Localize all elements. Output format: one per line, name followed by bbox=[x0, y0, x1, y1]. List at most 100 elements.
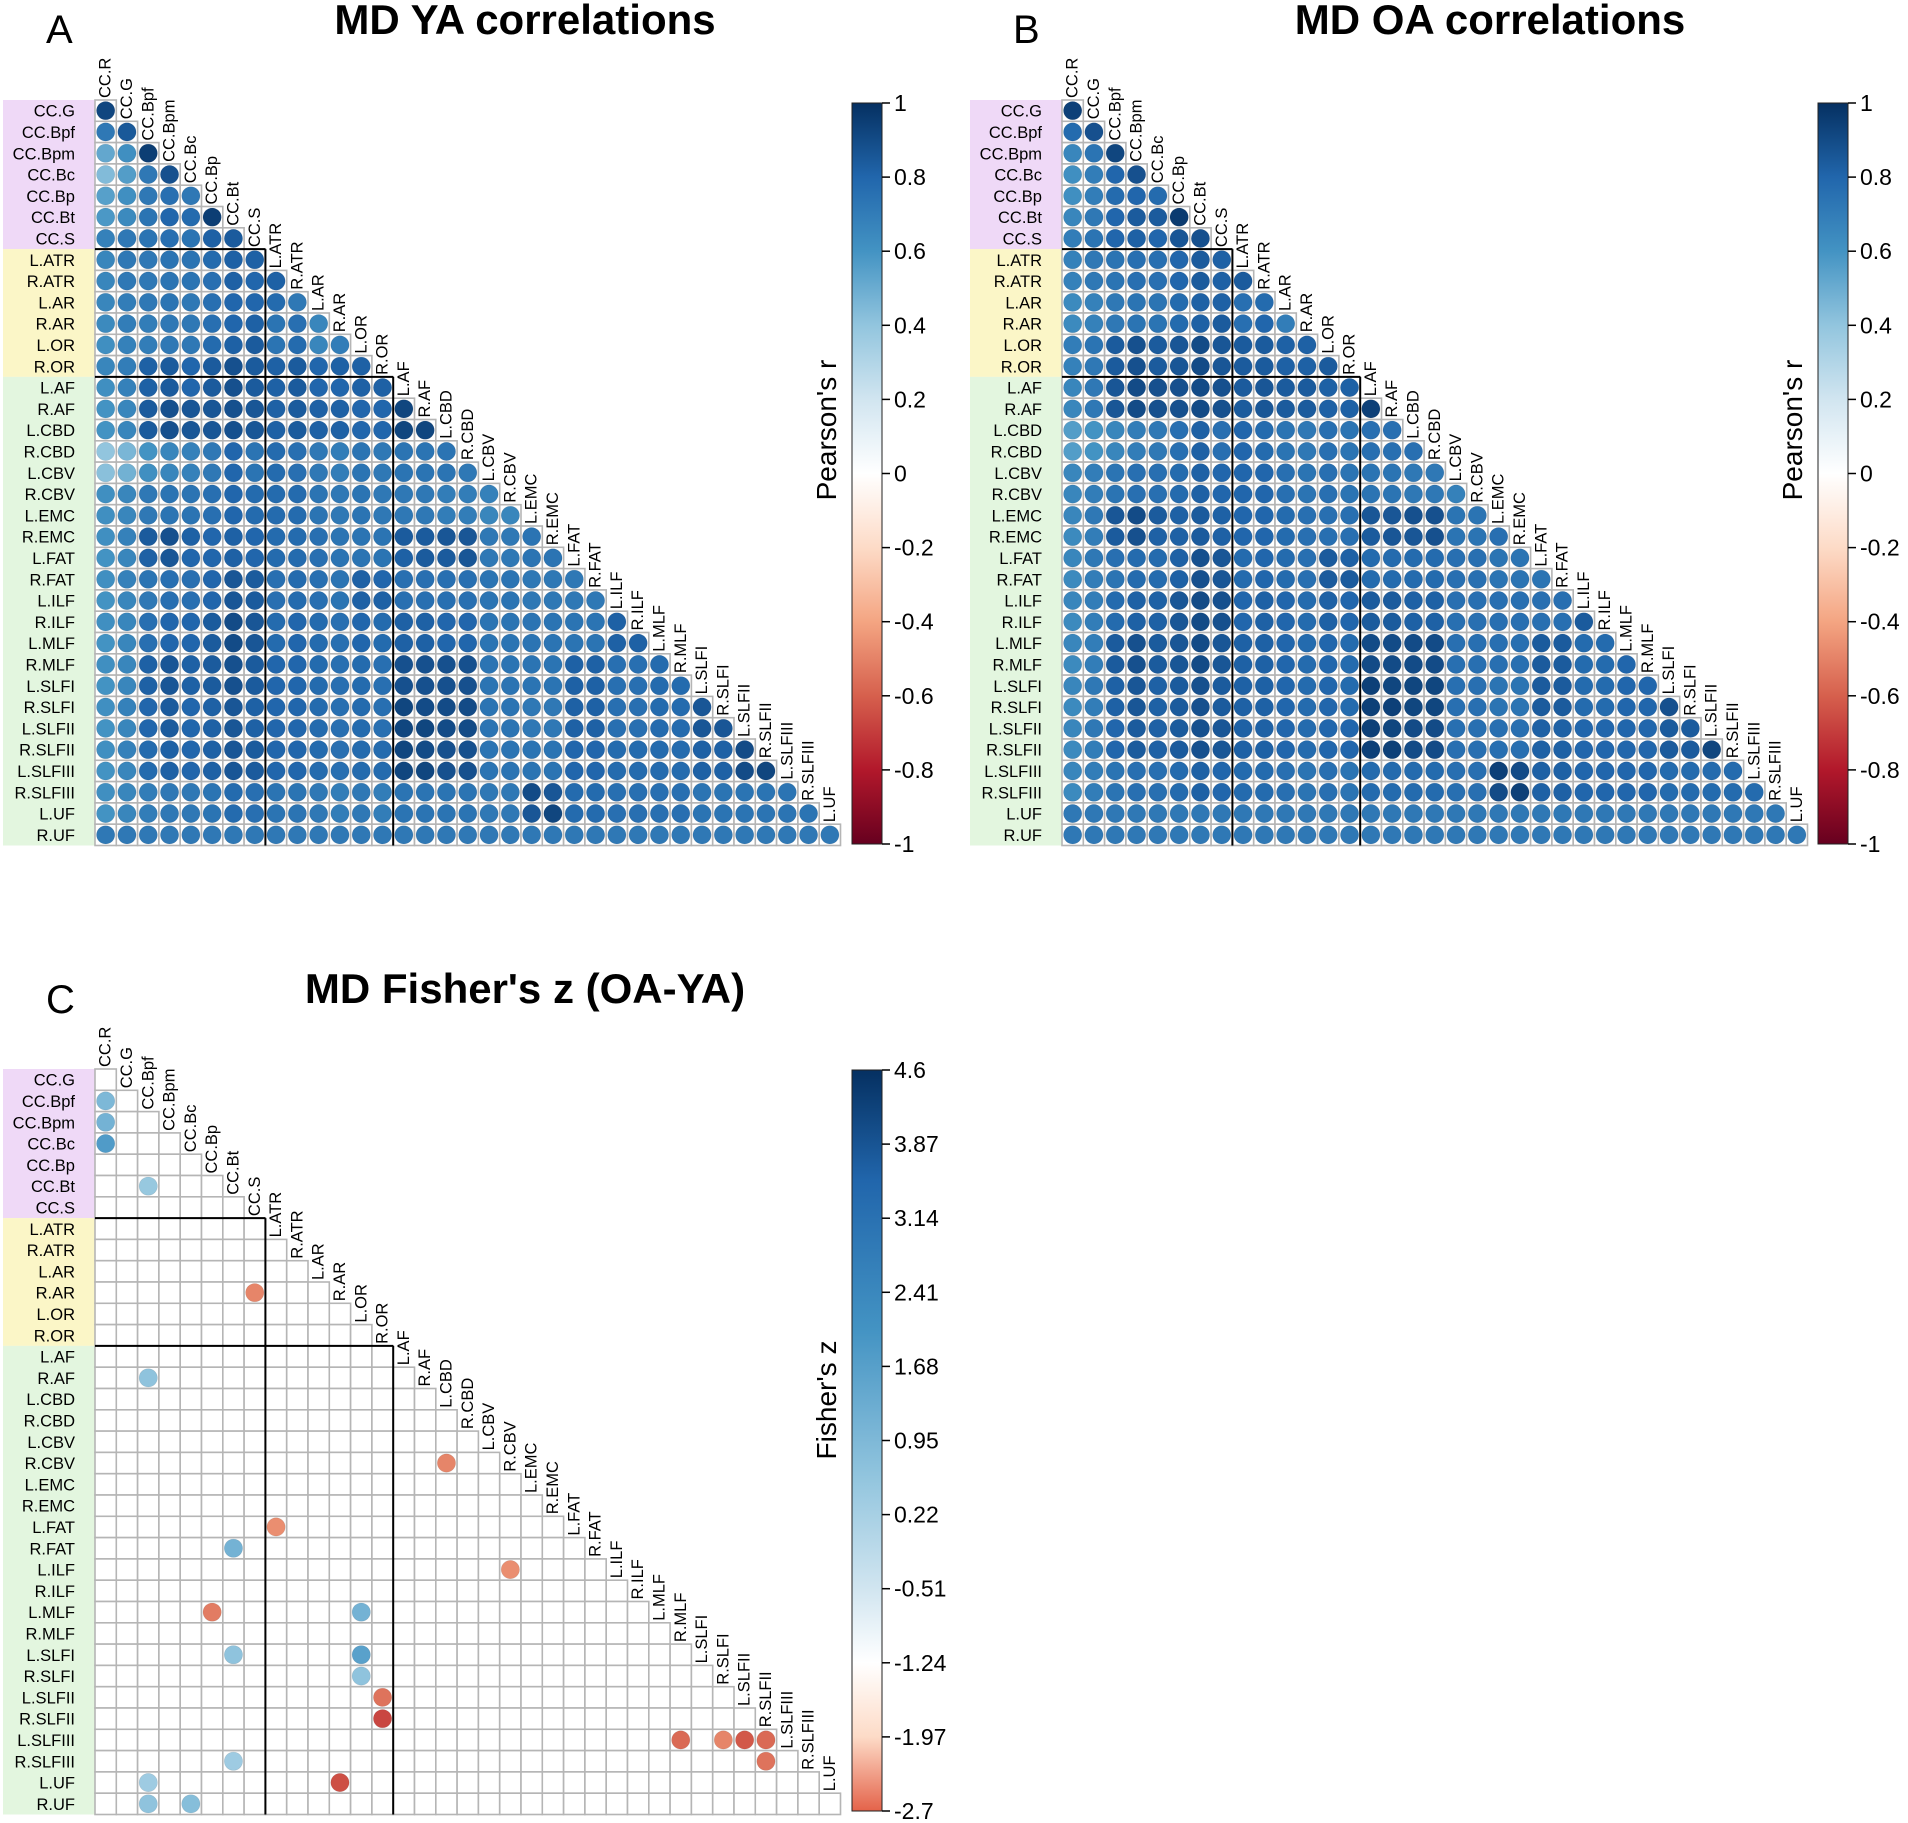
panel-b-marker bbox=[1446, 633, 1466, 653]
panel-a-marker bbox=[181, 591, 201, 611]
panel-b-marker bbox=[1403, 505, 1423, 525]
panel-c-cell bbox=[584, 1728, 608, 1752]
panel-b-marker bbox=[1105, 228, 1125, 248]
panel-b-marker bbox=[1553, 761, 1573, 781]
panel-c-cell bbox=[243, 1558, 267, 1582]
panel-c-col-label: L.ILF bbox=[608, 1541, 626, 1579]
panel-a-marker bbox=[415, 718, 435, 738]
panel-a-marker bbox=[500, 527, 520, 547]
panel-a-row-label: CC.Bpf bbox=[22, 124, 76, 142]
panel-a-marker bbox=[138, 782, 158, 802]
panel-b-marker bbox=[1190, 591, 1210, 611]
panel-c-cell bbox=[94, 1238, 118, 1262]
panel-c-marker bbox=[138, 1794, 158, 1814]
panel-a-marker bbox=[415, 782, 435, 802]
panel-a-col-label: CC.G bbox=[118, 78, 136, 119]
panel-b-marker bbox=[1063, 143, 1083, 163]
panel-b-marker bbox=[1574, 697, 1594, 717]
panel-a-marker bbox=[245, 548, 265, 568]
panel-b-marker bbox=[1340, 676, 1360, 696]
panel-a-marker bbox=[543, 825, 563, 845]
panel-b-marker bbox=[1084, 697, 1104, 717]
panel-b-row-label: L.AR bbox=[1005, 294, 1042, 312]
panel-b-marker bbox=[1254, 612, 1274, 632]
panel-b-marker bbox=[1212, 718, 1232, 738]
panel-c-cell bbox=[392, 1536, 416, 1560]
panel-a-marker bbox=[415, 804, 435, 824]
panel-a-marker bbox=[394, 718, 414, 738]
panel-a-marker bbox=[287, 612, 307, 632]
panel-b-marker bbox=[1510, 676, 1530, 696]
panel-c-title: MD Fisher's z (OA-YA) bbox=[305, 965, 745, 1012]
panel-a-marker bbox=[96, 399, 116, 419]
panel-c-cell bbox=[307, 1302, 331, 1326]
panel-b-marker bbox=[1318, 399, 1338, 419]
panel-a-colorbar-tick-label: 0.2 bbox=[894, 386, 926, 412]
panel-c-col-label: R.ILF bbox=[629, 1559, 647, 1599]
panel-a-marker bbox=[394, 569, 414, 589]
panel-c-cell bbox=[158, 1323, 181, 1347]
panel-b-marker bbox=[1105, 356, 1125, 376]
panel-c-cell bbox=[94, 1771, 118, 1795]
panel-a-marker bbox=[713, 761, 733, 781]
panel-c-cell bbox=[690, 1749, 714, 1773]
panel-c-cell bbox=[647, 1622, 671, 1645]
panel-b-marker bbox=[1127, 399, 1147, 419]
panel-b-marker bbox=[1084, 505, 1104, 525]
panel-c-cell bbox=[392, 1579, 416, 1603]
panel-c-col-label: CC.Bpm bbox=[161, 1069, 179, 1131]
panel-a-marker bbox=[138, 292, 158, 312]
panel-c-cell bbox=[349, 1345, 373, 1369]
panel-c-cell bbox=[456, 1494, 480, 1518]
panel-c-cell bbox=[371, 1494, 394, 1518]
panel-a-marker bbox=[373, 782, 393, 802]
panel-c-cell bbox=[520, 1600, 544, 1624]
panel-a-marker bbox=[756, 782, 776, 802]
panel-a-marker bbox=[458, 612, 478, 632]
panel-b-marker bbox=[1340, 378, 1360, 398]
panel-c-row-label: R.MLF bbox=[26, 1625, 76, 1643]
panel-b-marker bbox=[1105, 527, 1125, 547]
panel-a-marker bbox=[607, 633, 627, 653]
panel-c-cell bbox=[115, 1281, 139, 1305]
panel-b-marker bbox=[1340, 633, 1360, 653]
panel-c-cell bbox=[371, 1387, 394, 1411]
panel-b-marker bbox=[1340, 654, 1360, 674]
panel-c-cell bbox=[94, 1217, 118, 1241]
panel-b-marker bbox=[1105, 250, 1125, 270]
panel-c-cell bbox=[307, 1515, 331, 1539]
panel-c-cell bbox=[158, 1132, 181, 1156]
panel-b-colorbar-tick-label: 0.8 bbox=[1860, 164, 1892, 190]
panel-c-cell bbox=[94, 1494, 118, 1518]
panel-c-row-label: L.AR bbox=[38, 1263, 75, 1281]
panel-b-marker bbox=[1467, 740, 1487, 760]
panel-b-marker bbox=[1425, 718, 1445, 738]
panel-c-cell bbox=[733, 1771, 757, 1795]
panel-c-cell bbox=[158, 1302, 181, 1326]
panel-b-marker bbox=[1063, 314, 1083, 334]
panel-a-marker bbox=[287, 569, 307, 589]
panel-a-marker bbox=[117, 505, 137, 525]
panel-b-marker bbox=[1382, 697, 1402, 717]
panel-c-cell bbox=[115, 1771, 139, 1795]
panel-c-cell bbox=[392, 1430, 416, 1454]
panel-a-marker bbox=[351, 420, 371, 440]
panel-b-marker bbox=[1382, 591, 1402, 611]
panel-c-cell bbox=[243, 1622, 267, 1645]
panel-c-cell bbox=[94, 1515, 118, 1539]
panel-b-marker bbox=[1446, 804, 1466, 824]
panel-b-marker bbox=[1744, 804, 1764, 824]
panel-b-marker bbox=[1233, 676, 1253, 696]
panel-b-marker bbox=[1595, 676, 1615, 696]
panel-c-cell bbox=[285, 1749, 309, 1773]
panel-c-cell bbox=[115, 1643, 139, 1667]
panel-c-cell bbox=[158, 1174, 181, 1198]
panel-a-marker bbox=[117, 825, 137, 845]
panel-b-marker bbox=[1105, 825, 1125, 845]
panel-b-marker bbox=[1361, 654, 1381, 674]
panel-a-marker bbox=[160, 505, 180, 525]
panel-a-marker bbox=[373, 612, 393, 632]
panel-a-col-label: L.CBD bbox=[437, 390, 455, 439]
panel-a-marker bbox=[735, 825, 755, 845]
panel-c-cell bbox=[264, 1472, 288, 1496]
